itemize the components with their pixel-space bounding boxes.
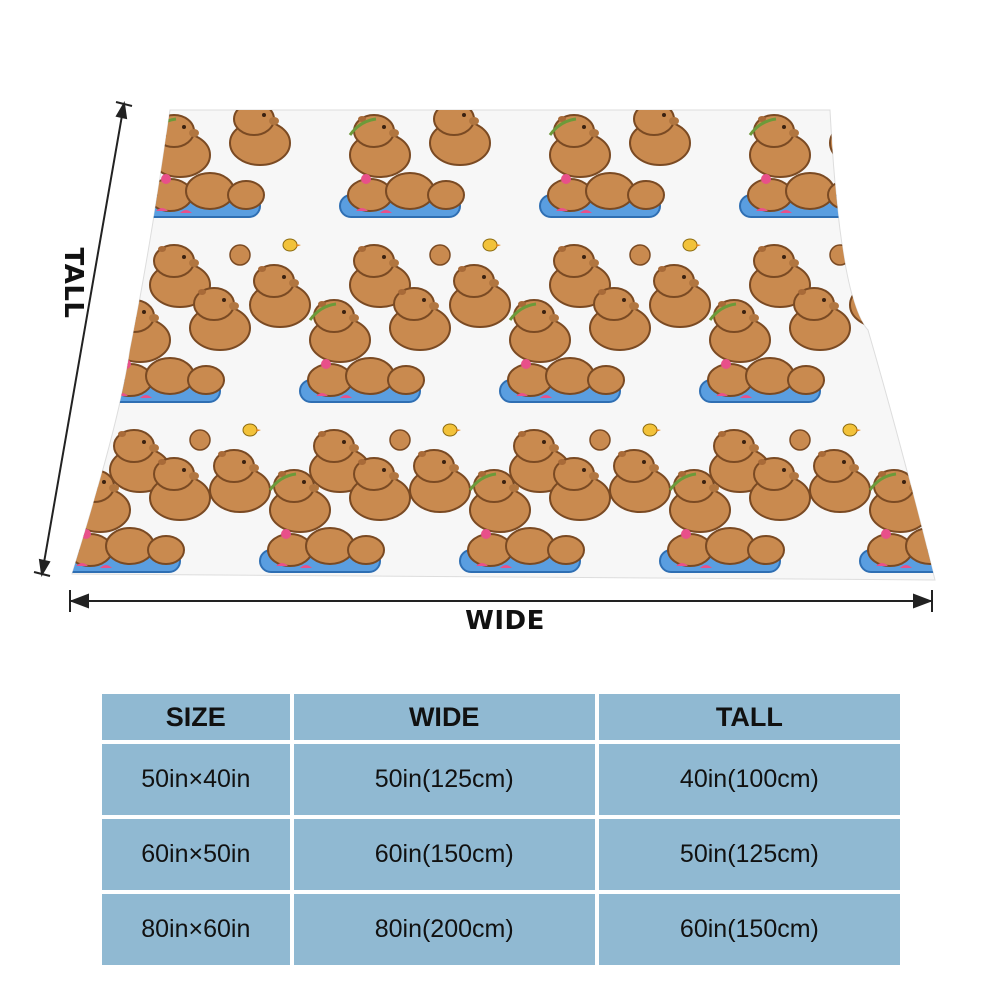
wide-dimension-arrow (69, 590, 933, 612)
cell-tall: 40in(100cm) (598, 744, 900, 815)
table-header-row: SIZE WIDE TALL (102, 694, 900, 740)
tall-dimension-arrow (33, 101, 133, 577)
cell-wide: 60in(150cm) (293, 819, 595, 890)
blanket-illustration (33, 101, 936, 612)
cell-size: 50in×40in (102, 744, 290, 815)
table-row: 60in×50in 60in(150cm) 50in(125cm) (102, 819, 900, 890)
cell-tall: 60in(150cm) (598, 894, 900, 965)
blanket-fabric (71, 109, 936, 581)
cell-tall: 50in(125cm) (598, 819, 900, 890)
blanket-product-image: WIDE TALL (33, 101, 936, 636)
wide-label: WIDE (465, 606, 545, 636)
header-size: SIZE (102, 694, 290, 740)
tall-label: TALL (58, 247, 88, 319)
cell-wide: 80in(200cm) (293, 894, 595, 965)
header-tall: TALL (598, 694, 900, 740)
table-row: 80in×60in 80in(200cm) 60in(150cm) (102, 894, 900, 965)
table-row: 50in×40in 50in(125cm) 40in(100cm) (102, 744, 900, 815)
cell-size: 60in×50in (102, 819, 290, 890)
cell-size: 80in×60in (102, 894, 290, 965)
header-wide: WIDE (293, 694, 595, 740)
size-table: SIZE WIDE TALL 50in×40in 50in(125cm) 40i… (98, 690, 904, 969)
cell-wide: 50in(125cm) (293, 744, 595, 815)
